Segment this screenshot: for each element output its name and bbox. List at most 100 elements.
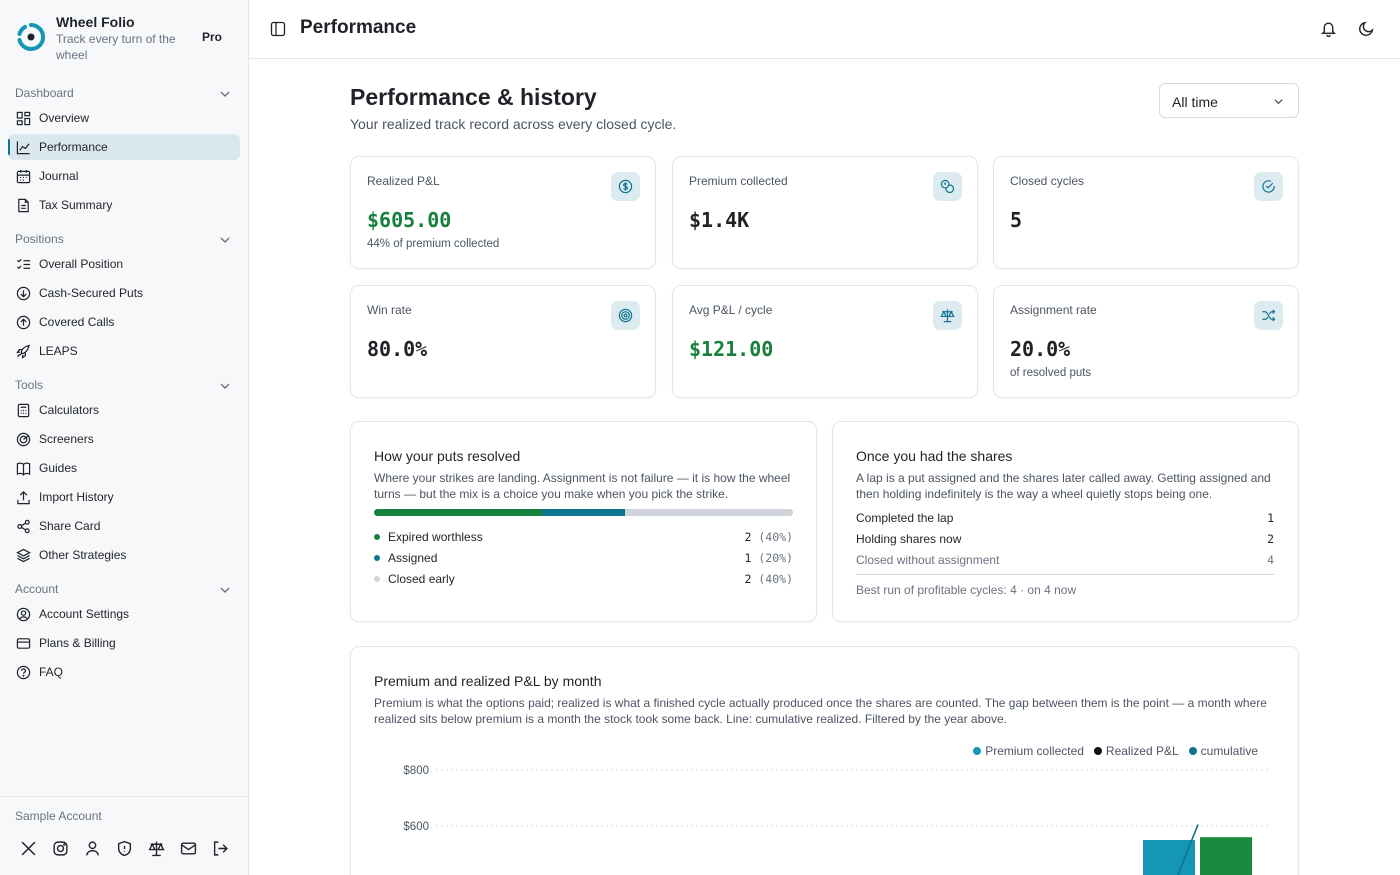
sidebar-item-share-card[interactable]: Share Card <box>8 513 240 539</box>
row-count: 1 (20%) <box>744 551 794 565</box>
sidebar-item-label: Account Settings <box>39 607 130 621</box>
legend-item[interactable]: Realized P&L <box>1093 744 1179 758</box>
list-check-icon <box>16 258 31 270</box>
page-title: Performance & history <box>350 84 597 110</box>
sidebar-item-label: Calculators <box>39 403 100 417</box>
sidebar: Wheel Folio Track every turn of the whee… <box>0 0 249 875</box>
section-positions[interactable]: Positions <box>15 232 233 250</box>
chevron-down-icon <box>220 383 230 389</box>
sidebar-item-other-strategies[interactable]: Other Strategies <box>8 542 240 568</box>
check-circle-icon <box>1254 172 1283 201</box>
sidebar-item-journal[interactable]: Journal <box>8 163 240 189</box>
bar-premium[interactable] <box>1143 840 1195 875</box>
sidebar-item-faq[interactable]: FAQ <box>8 659 240 685</box>
sidebar-item-overview[interactable]: Overview <box>8 105 240 131</box>
sidebar-item-import-history[interactable]: Import History <box>8 484 240 510</box>
y-tick-label: $600 <box>403 821 429 833</box>
row-count: 2 (40%) <box>744 572 794 586</box>
card-title: Premium and realized P&L by month <box>374 673 602 689</box>
legend-item[interactable]: cumulative <box>1188 744 1258 758</box>
stat-value: $1.4K <box>689 208 750 232</box>
sidebar-item-plans-billing[interactable]: Plans & Billing <box>8 630 240 656</box>
best-run-note: Best run of profitable cycles: 4 · on 4 … <box>856 583 1077 597</box>
card-description: A lap is a put assigned and the shares l… <box>856 471 1271 501</box>
sidebar-item-overall-position[interactable]: Overall Position <box>8 251 240 277</box>
share-icon <box>17 519 30 534</box>
shares-card: Once you had the shares A lap is a put a… <box>832 421 1299 622</box>
section-account[interactable]: Account <box>15 582 233 600</box>
sidebar-item-tax-summary[interactable]: Tax Summary <box>8 192 240 218</box>
chevron-down-icon <box>220 237 230 243</box>
chevron-down-icon <box>220 587 230 593</box>
stat-value: 80.0% <box>367 337 428 361</box>
footer-links <box>20 840 229 857</box>
stat-realized-pnl: Realized P&L $605.00 44% of premium coll… <box>350 156 656 269</box>
sidebar-item-leaps[interactable]: LEAPS <box>8 338 240 364</box>
sidebar-item-label: Other Strategies <box>39 548 127 562</box>
sidebar-item-performance[interactable]: Performance <box>8 134 240 160</box>
x-social-icon[interactable] <box>20 840 37 857</box>
scale-icon[interactable] <box>148 840 165 857</box>
sidebar-item-label: Performance <box>39 140 108 154</box>
stat-premium-collected: Premium collected $1.4K <box>672 156 978 269</box>
dollar-circle-icon <box>611 172 640 201</box>
document-icon <box>18 198 29 213</box>
section-dashboard[interactable]: Dashboard <box>15 86 233 104</box>
radar-icon <box>16 432 31 447</box>
bar-segment-assigned <box>541 509 626 516</box>
sidebar-item-calculators[interactable]: Calculators <box>8 397 240 423</box>
divider <box>856 574 1274 575</box>
header-title: Performance <box>300 17 417 38</box>
sidebar-item-label: Screeners <box>39 432 94 446</box>
stat-note: of resolved puts <box>1010 367 1092 379</box>
sidebar-item-account-settings[interactable]: Account Settings <box>8 601 240 627</box>
plan-badge: Pro <box>202 30 223 44</box>
monthly-bar-chart: $800 $600 <box>403 765 1269 875</box>
status-dot <box>374 534 380 540</box>
bell-icon[interactable] <box>1320 20 1337 37</box>
card-description: Where your strikes are landing. Assignme… <box>374 471 791 501</box>
cumulative-line <box>1176 824 1199 875</box>
stat-value: 20.0% <box>1010 337 1071 361</box>
stat-value: $121.00 <box>689 337 774 361</box>
instagram-icon[interactable] <box>52 840 69 857</box>
logout-icon[interactable] <box>212 840 229 857</box>
user-icon[interactable] <box>84 840 101 857</box>
card-description: Premium is what the options paid; realiz… <box>374 696 1267 726</box>
section-tools[interactable]: Tools <box>15 378 233 396</box>
stat-note: 44% of premium collected <box>367 238 500 250</box>
bar-realized[interactable] <box>1200 837 1252 875</box>
card-title: Once you had the shares <box>856 448 1013 464</box>
row-count: 2 (40%) <box>744 530 794 544</box>
legend-label: Realized P&L <box>1105 744 1179 758</box>
layers-icon <box>16 548 31 563</box>
sidebar-item-guides[interactable]: Guides <box>8 455 240 481</box>
sidebar-item-cash-secured-puts[interactable]: Cash-Secured Puts <box>8 280 240 306</box>
coins-icon <box>933 172 962 201</box>
sidebar-item-label: Cash-Secured Puts <box>39 286 144 300</box>
calculator-icon <box>17 403 30 418</box>
bar-segment-expired <box>374 509 542 516</box>
status-dot <box>374 555 380 561</box>
list-item: Holding shares now 2 <box>856 531 1274 549</box>
bar-segment-closed-early <box>625 509 793 516</box>
sidebar-item-label: LEAPS <box>39 344 78 358</box>
upload-icon <box>17 491 30 505</box>
mail-icon[interactable] <box>180 840 197 857</box>
row-label: Closed early <box>388 572 455 586</box>
account-name[interactable]: Sample Account <box>15 809 102 823</box>
sidebar-item-covered-calls[interactable]: Covered Calls <box>8 309 240 335</box>
section-label: Account <box>15 582 59 596</box>
sidebar-item-label: Tax Summary <box>39 198 113 212</box>
time-range-value: All time <box>1172 94 1218 110</box>
sidebar-item-screeners[interactable]: Screeners <box>8 426 240 452</box>
stat-win-rate: Win rate 80.0% <box>350 285 656 398</box>
brand[interactable]: Wheel Folio Track every turn of the whee… <box>16 12 236 64</box>
moon-icon[interactable] <box>1358 20 1375 37</box>
help-circle-icon <box>16 665 31 680</box>
sidebar-item-label: Covered Calls <box>39 315 115 329</box>
legend-item[interactable]: Premium collected <box>973 744 1084 758</box>
sidebar-toggle-icon[interactable] <box>270 21 286 37</box>
shield-icon[interactable] <box>116 840 133 857</box>
time-range-select[interactable]: All time <box>1159 83 1299 118</box>
